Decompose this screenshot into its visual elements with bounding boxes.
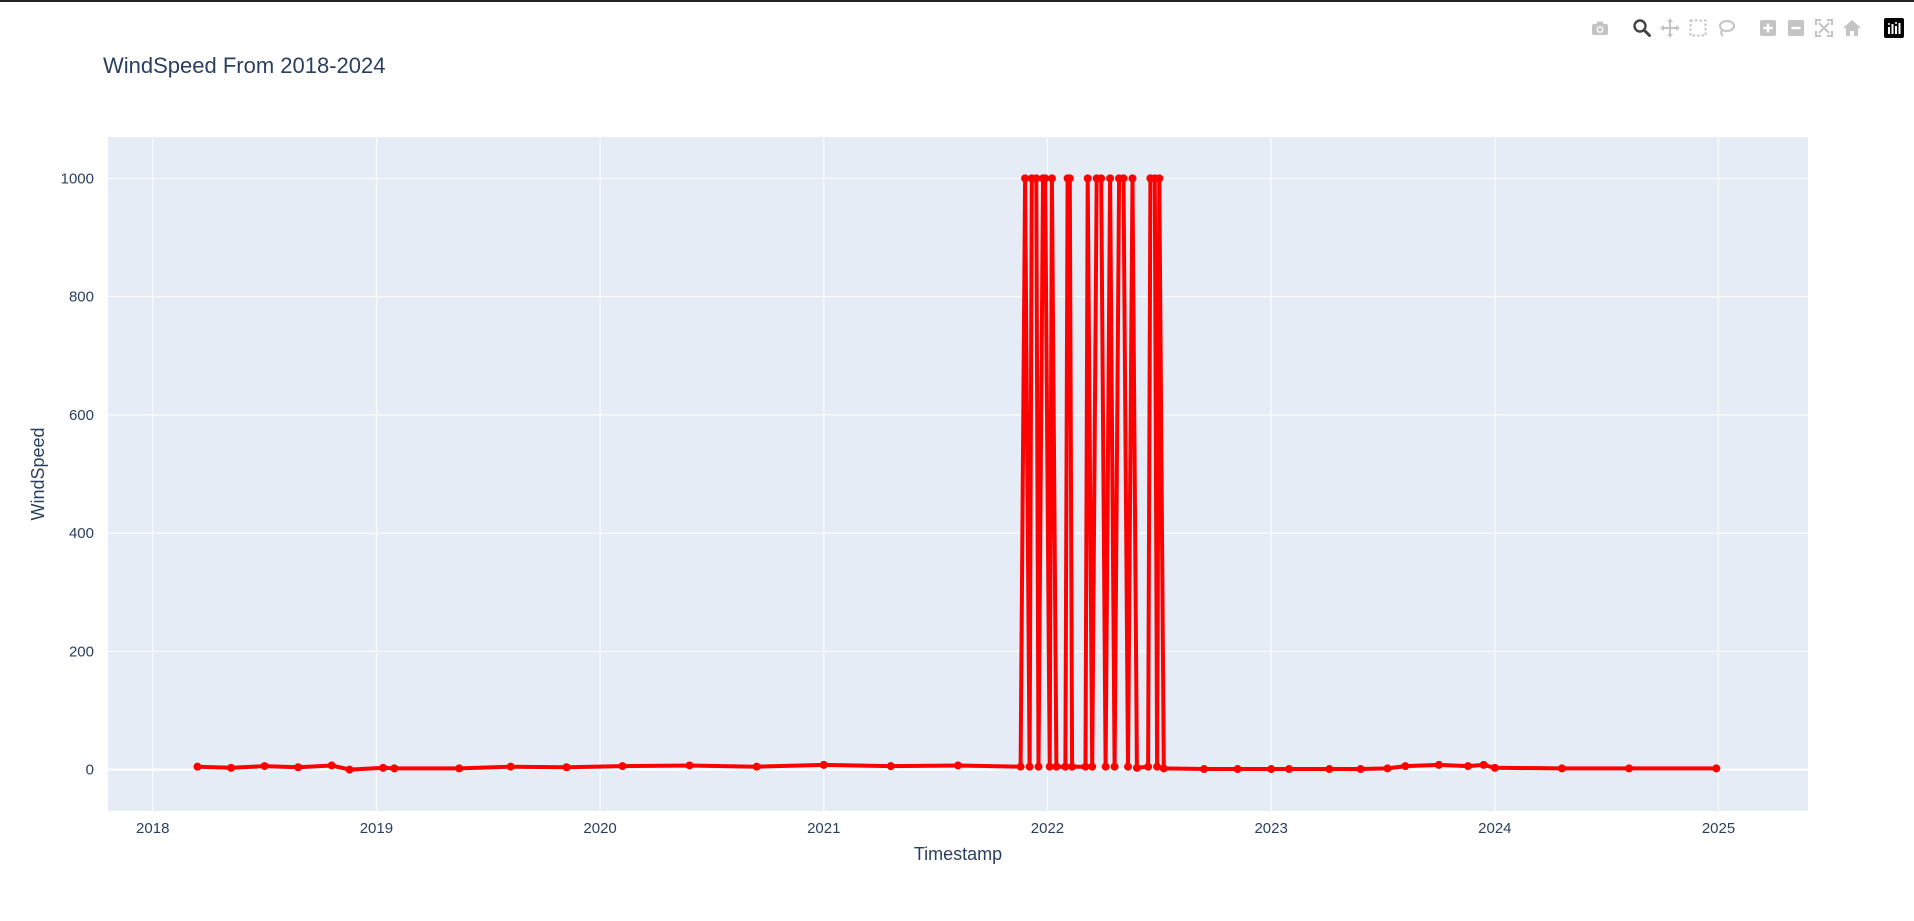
- x-axis-title: Timestamp: [914, 844, 1002, 864]
- data-point[interactable]: [1132, 763, 1141, 772]
- zoom-out-icon[interactable]: [1782, 14, 1810, 42]
- data-point[interactable]: [618, 762, 627, 771]
- data-point[interactable]: [752, 762, 761, 771]
- data-point[interactable]: [1625, 764, 1634, 773]
- zoom-icon[interactable]: [1628, 14, 1656, 42]
- data-point[interactable]: [1128, 174, 1137, 183]
- data-point[interactable]: [379, 763, 388, 772]
- x-tick-label: 2018: [136, 820, 169, 837]
- data-point[interactable]: [1383, 764, 1392, 773]
- gridlines: [108, 137, 1808, 811]
- data-point[interactable]: [1034, 762, 1043, 771]
- data-point[interactable]: [1479, 760, 1488, 769]
- camera-icon[interactable]: [1586, 14, 1614, 42]
- data-point[interactable]: [1155, 174, 1164, 183]
- data-point[interactable]: [1016, 762, 1025, 771]
- y-tick-label: 0: [86, 762, 94, 779]
- data-point[interactable]: [1267, 765, 1276, 774]
- data-point[interactable]: [1047, 174, 1056, 183]
- x-tick-label: 2024: [1478, 820, 1511, 837]
- data-point[interactable]: [886, 762, 895, 771]
- plotly-logo-icon[interactable]: [1880, 14, 1908, 42]
- x-tick-label: 2023: [1254, 820, 1287, 837]
- data-point[interactable]: [1041, 174, 1050, 183]
- data-point[interactable]: [685, 761, 694, 770]
- data-point[interactable]: [294, 763, 303, 772]
- y-tick-label: 1000: [61, 170, 94, 187]
- data-point[interactable]: [1097, 174, 1106, 183]
- data-point[interactable]: [1356, 765, 1365, 774]
- y-axis-title: WindSpeed: [28, 427, 48, 520]
- modebar: [1586, 14, 1914, 42]
- data-point[interactable]: [327, 761, 336, 770]
- x-tick-label: 2020: [583, 820, 616, 837]
- data-point[interactable]: [1083, 174, 1092, 183]
- data-point[interactable]: [1045, 762, 1054, 771]
- data-point[interactable]: [954, 761, 962, 770]
- data-point[interactable]: [1144, 762, 1153, 771]
- data-point[interactable]: [1712, 764, 1721, 773]
- data-point[interactable]: [1200, 765, 1209, 774]
- data-point[interactable]: [227, 763, 236, 772]
- series-line: [197, 176, 1717, 772]
- data-point[interactable]: [1052, 762, 1061, 771]
- data-point[interactable]: [455, 764, 464, 773]
- data-point[interactable]: [260, 762, 269, 771]
- autoscale-icon[interactable]: [1810, 14, 1838, 42]
- data-point[interactable]: [1088, 762, 1097, 771]
- data-point[interactable]: [1434, 760, 1443, 769]
- pan-icon[interactable]: [1656, 14, 1684, 42]
- data-point[interactable]: [1021, 174, 1030, 183]
- reset-axes-icon[interactable]: [1838, 14, 1866, 42]
- window-top-border: [0, 0, 1914, 2]
- y-tick-label: 200: [69, 643, 94, 660]
- data-point[interactable]: [1233, 765, 1242, 774]
- data-point[interactable]: [1119, 174, 1128, 183]
- modebar-group-export: [1586, 14, 1614, 42]
- data-point[interactable]: [1490, 763, 1499, 772]
- data-point[interactable]: [1401, 762, 1410, 771]
- plot-area[interactable]: [108, 137, 1808, 811]
- modebar-group-drag: [1628, 14, 1740, 42]
- data-point[interactable]: [193, 762, 202, 771]
- x-tick-label: 2025: [1702, 820, 1735, 837]
- tick-labels: 0 200 400 600 800 1000 2018 2019 2020 2021 2022 202…: [61, 170, 1736, 837]
- chart-title: WindSpeed From 2018-2024: [103, 53, 386, 78]
- box-select-icon[interactable]: [1684, 14, 1712, 42]
- data-point[interactable]: [1106, 174, 1115, 183]
- data-point[interactable]: [1065, 174, 1074, 183]
- y-tick-label: 600: [69, 407, 94, 424]
- data-point[interactable]: [1557, 764, 1566, 773]
- data-point[interactable]: [1285, 765, 1294, 774]
- x-tick-label: 2021: [807, 820, 840, 837]
- data-point[interactable]: [1025, 762, 1034, 771]
- data-point[interactable]: [562, 763, 571, 772]
- x-tick-label: 2022: [1031, 820, 1064, 837]
- zoom-in-icon[interactable]: [1754, 14, 1782, 42]
- data-point[interactable]: [1464, 762, 1472, 771]
- series-layer: [193, 174, 1721, 774]
- data-point[interactable]: [1061, 762, 1070, 771]
- modebar-group-zoom: [1754, 14, 1866, 42]
- data-point[interactable]: [1325, 765, 1334, 774]
- y-tick-label: 800: [69, 289, 94, 306]
- lasso-select-icon[interactable]: [1712, 14, 1740, 42]
- data-point[interactable]: [1124, 762, 1132, 771]
- data-point[interactable]: [1032, 174, 1041, 183]
- data-point[interactable]: [1153, 762, 1162, 771]
- x-tick-label: 2019: [360, 820, 393, 837]
- data-point[interactable]: [1081, 762, 1090, 771]
- data-point[interactable]: [1101, 762, 1110, 771]
- data-point[interactable]: [345, 765, 354, 774]
- data-point[interactable]: [1110, 762, 1119, 771]
- data-point[interactable]: [1159, 764, 1168, 773]
- data-point[interactable]: [1068, 762, 1077, 771]
- data-point[interactable]: [506, 762, 515, 771]
- data-point[interactable]: [819, 760, 828, 769]
- y-tick-label: 400: [69, 525, 94, 542]
- data-point[interactable]: [390, 764, 399, 773]
